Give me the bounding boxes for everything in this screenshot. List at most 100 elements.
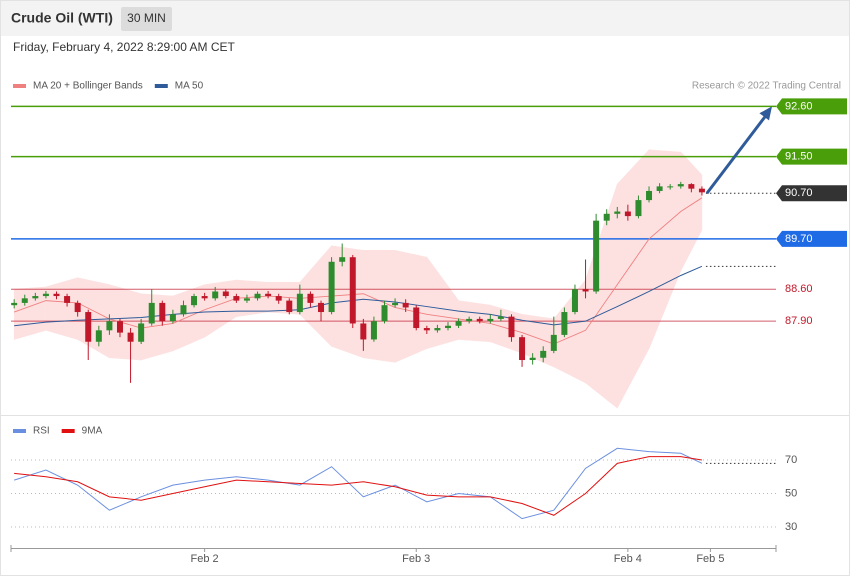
bollinger-band — [45, 277, 78, 340]
candle-body — [106, 321, 113, 331]
candle-body — [212, 291, 219, 299]
legend-label: MA 50 — [175, 81, 204, 92]
timeframe[interactable]: 30 MIN — [127, 11, 166, 25]
ma-line — [14, 197, 703, 345]
candle-body — [53, 293, 60, 297]
candle-body — [254, 293, 261, 299]
bollinger-band — [363, 250, 396, 363]
candle-body — [265, 293, 272, 297]
credit: Research © 2022 Trading Central — [692, 81, 841, 92]
candle-body — [434, 328, 441, 331]
legend-swatch — [154, 84, 168, 88]
candle-body — [635, 200, 642, 217]
candle-body — [497, 316, 504, 319]
candle-body — [349, 257, 356, 324]
candle-body — [370, 321, 377, 340]
y-tick-label: 30 — [785, 521, 797, 533]
forecast-arrow — [705, 114, 768, 195]
candle-body — [191, 296, 198, 306]
bollinger-band — [331, 245, 364, 359]
candle-body — [561, 312, 568, 335]
candle-body — [688, 184, 695, 189]
candle-body — [519, 337, 526, 361]
x-tick-label: Feb 4 — [614, 553, 642, 565]
candle-body — [667, 186, 674, 188]
candle-body — [148, 302, 155, 324]
level-box — [776, 185, 847, 202]
candle-body — [444, 325, 451, 329]
candle-body — [508, 316, 515, 338]
level-box — [776, 148, 847, 165]
candle-body — [540, 350, 547, 358]
candle-body — [201, 296, 208, 299]
indicator-line — [14, 447, 703, 520]
candle-body — [138, 323, 145, 342]
bollinger-band — [680, 151, 703, 272]
x-tick-label: Feb 5 — [696, 553, 724, 565]
candle-body — [529, 357, 536, 361]
candle-body — [603, 213, 610, 221]
legend-label: RSI — [33, 426, 50, 437]
forecast-arrowhead — [759, 106, 772, 121]
candle-body — [296, 293, 303, 313]
legend-label: MA 20 + Bollinger Bands — [33, 81, 143, 92]
candle-body — [275, 296, 282, 301]
candle-body — [476, 318, 483, 322]
level-box — [776, 230, 847, 247]
candle-body — [550, 334, 557, 351]
candle-body — [318, 302, 325, 313]
x-tick-label: Feb 3 — [402, 553, 430, 565]
subtitle: Friday, February 4, 2022 8:29:00 AM CET — [13, 40, 236, 54]
candle-body — [423, 328, 430, 331]
legend-swatch — [61, 429, 75, 433]
level-label: 88.60 — [785, 283, 813, 295]
level-label: 90.70 — [785, 187, 813, 199]
candle-body — [624, 211, 631, 217]
level-label: 87.90 — [785, 315, 813, 327]
candle-body — [487, 318, 494, 322]
candle-body — [614, 211, 621, 214]
candle-body — [159, 302, 166, 322]
candle-body — [222, 291, 229, 297]
candle-body — [582, 289, 589, 292]
candle-body — [360, 323, 367, 340]
candle-body — [698, 188, 705, 193]
candle-body — [286, 300, 293, 313]
candle-body — [233, 296, 240, 301]
x-tick-label: Feb 2 — [191, 553, 219, 565]
level-label: 91.50 — [785, 151, 813, 163]
title: Crude Oil (WTI) — [11, 10, 113, 26]
indicator-line — [14, 456, 703, 516]
legend-label: 9MA — [82, 426, 103, 437]
candle-body — [95, 330, 102, 342]
level-label: 89.70 — [785, 233, 813, 245]
candle-body — [169, 314, 176, 322]
candle-body — [74, 302, 81, 313]
y-tick-label: 50 — [785, 487, 797, 499]
bollinger-band — [13, 286, 47, 340]
candle-body — [307, 293, 314, 303]
legend-swatch — [13, 84, 26, 88]
level-box — [776, 98, 847, 115]
timeframe-box[interactable] — [121, 7, 172, 31]
candle-body — [32, 296, 39, 299]
candle-body — [64, 296, 71, 303]
candle-body — [21, 298, 28, 303]
candle-body — [11, 302, 18, 306]
candle-body — [328, 261, 335, 313]
candle-body — [677, 184, 684, 187]
legend-swatch — [13, 429, 26, 433]
candle-body — [180, 305, 187, 315]
candle-body — [381, 305, 388, 322]
candle-body — [127, 332, 134, 342]
candle-body — [392, 302, 399, 306]
candle-body — [656, 186, 663, 191]
candle-body — [646, 190, 653, 201]
candle-body — [402, 302, 409, 308]
candle-body — [571, 289, 578, 313]
candle-body — [413, 307, 420, 329]
bollinger-band — [109, 284, 142, 361]
bollinger-band — [140, 293, 174, 361]
candle-body — [116, 321, 123, 333]
